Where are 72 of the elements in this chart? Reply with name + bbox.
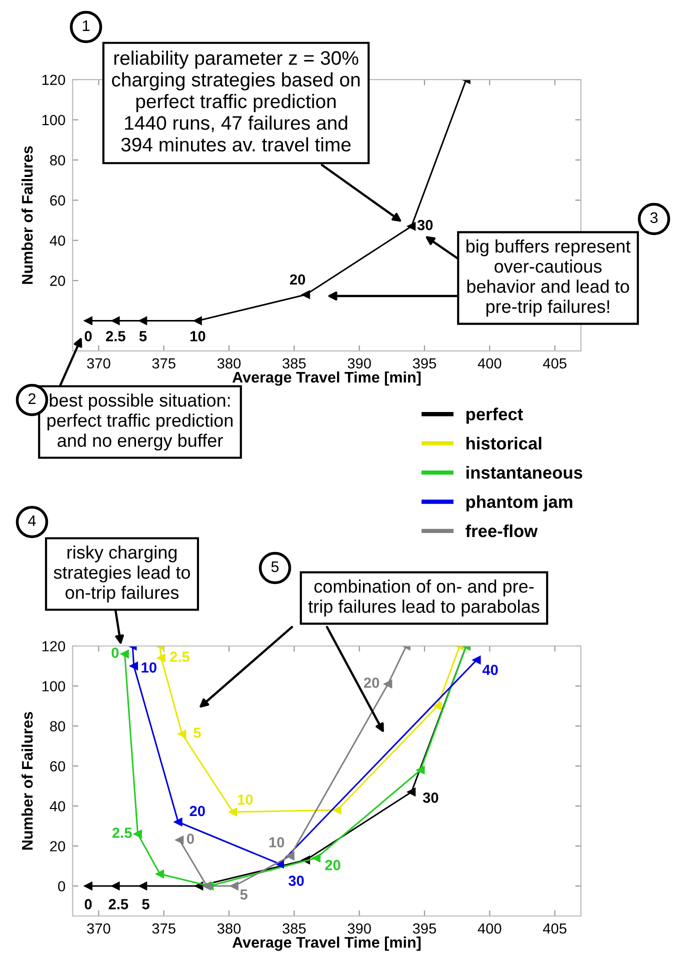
x-tick-label: 380 bbox=[217, 923, 241, 934]
annotation: reliability parameter z = 30% charging strategies based on perfect traffic prediction 1440 runs, 47 failures and 394 minutes av. travel time bbox=[112, 50, 360, 152]
text: 4 bbox=[28, 515, 36, 526]
x-axis-title: Average Travel Time [min] bbox=[232, 371, 421, 386]
y-axis-title: Number of Failures bbox=[22, 712, 33, 850]
annotation: 5 bbox=[194, 728, 201, 738]
y-tick-label: 80 bbox=[50, 155, 66, 166]
legend-label: free-flow bbox=[466, 524, 538, 538]
x-tick-label: 390 bbox=[348, 358, 371, 369]
legend-label: phantom jam bbox=[466, 495, 572, 512]
x-tick-label: 375 bbox=[152, 358, 176, 369]
x-tick-label: 400 bbox=[478, 358, 502, 369]
x-tick-label: 400 bbox=[478, 923, 502, 934]
annotation: 2.5 bbox=[170, 652, 190, 662]
y-tick-label: 60 bbox=[50, 761, 66, 772]
x-tick-label: 405 bbox=[543, 358, 566, 369]
annotation: 5 bbox=[142, 899, 150, 910]
annotation: 5 bbox=[240, 889, 248, 900]
text: risky charging strategies lead to on-trip failures bbox=[54, 545, 190, 603]
y-tick-label: 40 bbox=[50, 801, 66, 812]
annotation: 20 bbox=[190, 806, 205, 816]
x-tick-label: 385 bbox=[282, 358, 306, 369]
x-tick-label: 370 bbox=[87, 923, 110, 934]
x-tick-label: 375 bbox=[152, 923, 176, 934]
annotation: 40 bbox=[482, 664, 498, 676]
y-tick-label: 20 bbox=[50, 841, 66, 852]
y-tick-label: 0 bbox=[58, 881, 66, 892]
x-axis-title: Average Travel Time [min] bbox=[232, 936, 421, 951]
annotation: 30 bbox=[288, 876, 304, 886]
x-tick-label: 395 bbox=[412, 358, 436, 369]
legend-label: historical bbox=[466, 436, 542, 450]
x-tick-label: 380 bbox=[217, 358, 241, 369]
annotation: 10 bbox=[190, 331, 206, 342]
y-tick-label: 100 bbox=[42, 681, 66, 692]
annotation: 5 bbox=[139, 331, 147, 342]
annotation: 0 bbox=[84, 331, 92, 342]
annotation: 20 bbox=[325, 860, 340, 870]
text: 1 bbox=[82, 20, 90, 31]
text: 3 bbox=[650, 212, 658, 224]
legend-label: perfect bbox=[466, 408, 523, 424]
annotation: 20 bbox=[364, 678, 380, 688]
annotation: big buffers represent over-cautious behavior and lead to pre-trip failures! bbox=[466, 239, 631, 317]
text: 2 bbox=[28, 393, 36, 404]
text: 5 bbox=[271, 561, 279, 572]
annotation: 30 bbox=[422, 792, 438, 803]
x-tick-label: 370 bbox=[87, 358, 110, 369]
annotation: 20 bbox=[290, 274, 306, 285]
x-tick-label: 390 bbox=[348, 923, 371, 934]
text: best possible situation: perfect traffic prediction and no energy buffer bbox=[48, 393, 233, 451]
y-tick-label: 80 bbox=[50, 721, 66, 732]
annotation: 10 bbox=[238, 794, 253, 805]
y-axis-title: Number of Failures bbox=[22, 146, 33, 284]
annotation: 2.5 bbox=[112, 828, 132, 838]
annotation: 30 bbox=[417, 220, 433, 230]
x-tick-label: 395 bbox=[412, 923, 436, 934]
legend-label: instantaneous bbox=[466, 466, 582, 479]
annotation: 10 bbox=[269, 837, 284, 848]
y-tick-label: 120 bbox=[42, 641, 66, 652]
y-tick-label: 120 bbox=[42, 74, 66, 86]
y-tick-label: 100 bbox=[42, 114, 66, 126]
y-tick-label: 20 bbox=[50, 276, 66, 286]
annotation: 0 bbox=[112, 648, 119, 658]
annotation: 2.5 bbox=[108, 899, 128, 910]
annotation: 0 bbox=[84, 899, 92, 910]
annotation: 0 bbox=[186, 834, 194, 844]
x-tick-label: 385 bbox=[282, 923, 306, 934]
annotation: 10 bbox=[142, 662, 156, 673]
y-tick-label: 40 bbox=[50, 235, 66, 246]
text: combination of on- and pre- trip failures lead to parabolas bbox=[308, 580, 540, 616]
y-tick-label: 60 bbox=[50, 195, 66, 206]
x-tick-label: 405 bbox=[543, 923, 566, 934]
annotation: 2.5 bbox=[106, 331, 126, 342]
